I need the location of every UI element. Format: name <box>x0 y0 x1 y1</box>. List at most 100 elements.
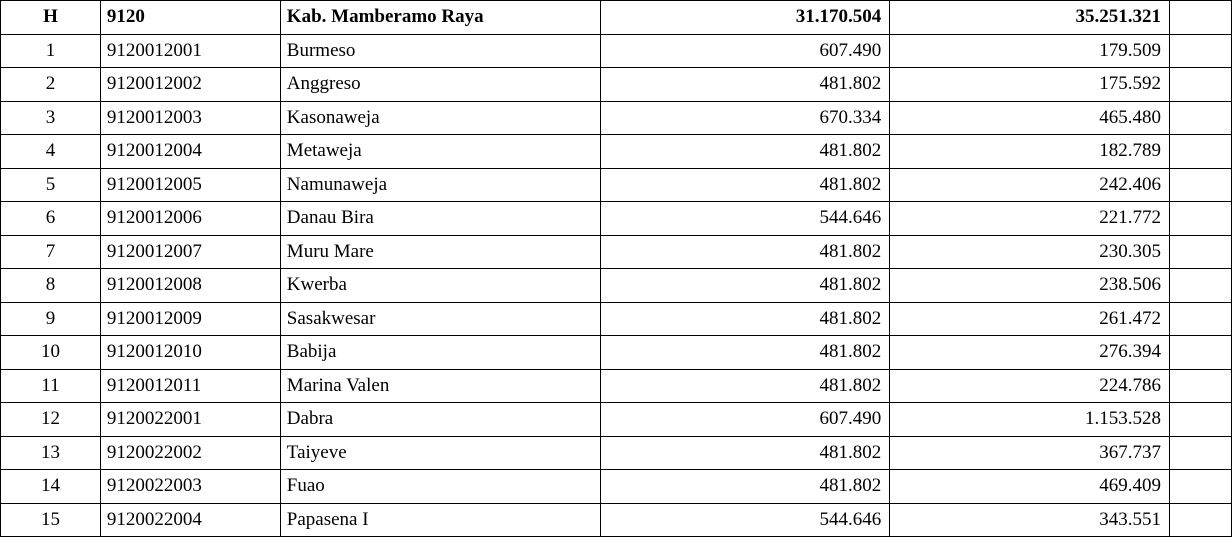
cell-val2: 1.153.528 <box>890 403 1170 437</box>
cell-num: 11 <box>1 369 101 403</box>
table-row: 59120012005Namunaweja481.802242.406 <box>1 168 1232 202</box>
cell-code: 9120022002 <box>100 436 280 470</box>
cell-name: Metaweja <box>280 135 600 169</box>
cell-num: 5 <box>1 168 101 202</box>
cell-code: 9120012010 <box>100 336 280 370</box>
cell-val1: 481.802 <box>600 168 890 202</box>
cell-val2: 221.772 <box>890 202 1170 236</box>
cell-end <box>1170 403 1232 437</box>
cell-num: 14 <box>1 470 101 504</box>
cell-code: 9120012005 <box>100 168 280 202</box>
cell-code: 9120012006 <box>100 202 280 236</box>
cell-val1: 544.646 <box>600 503 890 537</box>
cell-end <box>1170 336 1232 370</box>
cell-val1: 481.802 <box>600 302 890 336</box>
cell-end <box>1170 503 1232 537</box>
cell-num: 9 <box>1 302 101 336</box>
cell-code: 9120022004 <box>100 503 280 537</box>
cell-val1: 481.802 <box>600 68 890 102</box>
header-name: Kab. Mamberamo Raya <box>280 1 600 35</box>
cell-end <box>1170 235 1232 269</box>
cell-val2: 469.409 <box>890 470 1170 504</box>
header-code: 9120 <box>100 1 280 35</box>
cell-val1: 481.802 <box>600 470 890 504</box>
cell-val2: 238.506 <box>890 269 1170 303</box>
cell-val2: 367.737 <box>890 436 1170 470</box>
cell-name: Marina Valen <box>280 369 600 403</box>
cell-num: 8 <box>1 269 101 303</box>
cell-name: Kwerba <box>280 269 600 303</box>
table-row: 19120012001Burmeso607.490179.509 <box>1 34 1232 68</box>
cell-code: 9120022001 <box>100 403 280 437</box>
cell-name: Kasonaweja <box>280 101 600 135</box>
cell-code: 9120022003 <box>100 470 280 504</box>
cell-end <box>1170 168 1232 202</box>
cell-val2: 179.509 <box>890 34 1170 68</box>
cell-num: 10 <box>1 336 101 370</box>
cell-val1: 670.334 <box>600 101 890 135</box>
cell-val1: 481.802 <box>600 436 890 470</box>
cell-end <box>1170 369 1232 403</box>
cell-end <box>1170 302 1232 336</box>
cell-name: Babija <box>280 336 600 370</box>
cell-end <box>1170 34 1232 68</box>
table-row: 109120012010Babija481.802276.394 <box>1 336 1232 370</box>
table-row: 49120012004Metaweja481.802182.789 <box>1 135 1232 169</box>
cell-code: 9120012003 <box>100 101 280 135</box>
table-row: 79120012007Muru Mare481.802230.305 <box>1 235 1232 269</box>
cell-num: 12 <box>1 403 101 437</box>
cell-name: Burmeso <box>280 34 600 68</box>
cell-num: 2 <box>1 68 101 102</box>
cell-name: Namunaweja <box>280 168 600 202</box>
cell-num: 13 <box>1 436 101 470</box>
data-table: H9120Kab. Mamberamo Raya31.170.50435.251… <box>0 0 1232 537</box>
cell-num: 3 <box>1 101 101 135</box>
table-row: 149120022003Fuao481.802469.409 <box>1 470 1232 504</box>
header-end <box>1170 1 1232 35</box>
cell-val2: 242.406 <box>890 168 1170 202</box>
cell-name: Danau Bira <box>280 202 600 236</box>
table-row: 139120022002Taiyeve481.802367.737 <box>1 436 1232 470</box>
cell-end <box>1170 436 1232 470</box>
header-val2: 35.251.321 <box>890 1 1170 35</box>
cell-num: 1 <box>1 34 101 68</box>
cell-end <box>1170 68 1232 102</box>
cell-val2: 230.305 <box>890 235 1170 269</box>
cell-code: 9120012008 <box>100 269 280 303</box>
cell-val2: 224.786 <box>890 369 1170 403</box>
cell-end <box>1170 101 1232 135</box>
cell-val1: 607.490 <box>600 403 890 437</box>
cell-name: Papasena I <box>280 503 600 537</box>
table-row: 69120012006Danau Bira544.646221.772 <box>1 202 1232 236</box>
cell-val1: 481.802 <box>600 235 890 269</box>
cell-name: Dabra <box>280 403 600 437</box>
cell-name: Fuao <box>280 470 600 504</box>
cell-val1: 481.802 <box>600 369 890 403</box>
table-row: 39120012003Kasonaweja670.334465.480 <box>1 101 1232 135</box>
table-row: 29120012002Anggreso481.802175.592 <box>1 68 1232 102</box>
table-row: 159120022004Papasena I544.646343.551 <box>1 503 1232 537</box>
table-row: 129120022001Dabra607.4901.153.528 <box>1 403 1232 437</box>
cell-val2: 343.551 <box>890 503 1170 537</box>
cell-num: 7 <box>1 235 101 269</box>
cell-val1: 481.802 <box>600 336 890 370</box>
cell-num: 4 <box>1 135 101 169</box>
cell-code: 9120012002 <box>100 68 280 102</box>
cell-code: 9120012009 <box>100 302 280 336</box>
header-num: H <box>1 1 101 35</box>
cell-val1: 607.490 <box>600 34 890 68</box>
table-row: 89120012008Kwerba481.802238.506 <box>1 269 1232 303</box>
cell-val2: 261.472 <box>890 302 1170 336</box>
cell-end <box>1170 135 1232 169</box>
cell-end <box>1170 269 1232 303</box>
cell-val2: 182.789 <box>890 135 1170 169</box>
cell-code: 9120012011 <box>100 369 280 403</box>
cell-val1: 544.646 <box>600 202 890 236</box>
cell-code: 9120012001 <box>100 34 280 68</box>
table-header-row: H9120Kab. Mamberamo Raya31.170.50435.251… <box>1 1 1232 35</box>
header-val1: 31.170.504 <box>600 1 890 35</box>
table-row: 99120012009Sasakwesar481.802261.472 <box>1 302 1232 336</box>
cell-num: 6 <box>1 202 101 236</box>
cell-code: 9120012004 <box>100 135 280 169</box>
cell-val2: 175.592 <box>890 68 1170 102</box>
